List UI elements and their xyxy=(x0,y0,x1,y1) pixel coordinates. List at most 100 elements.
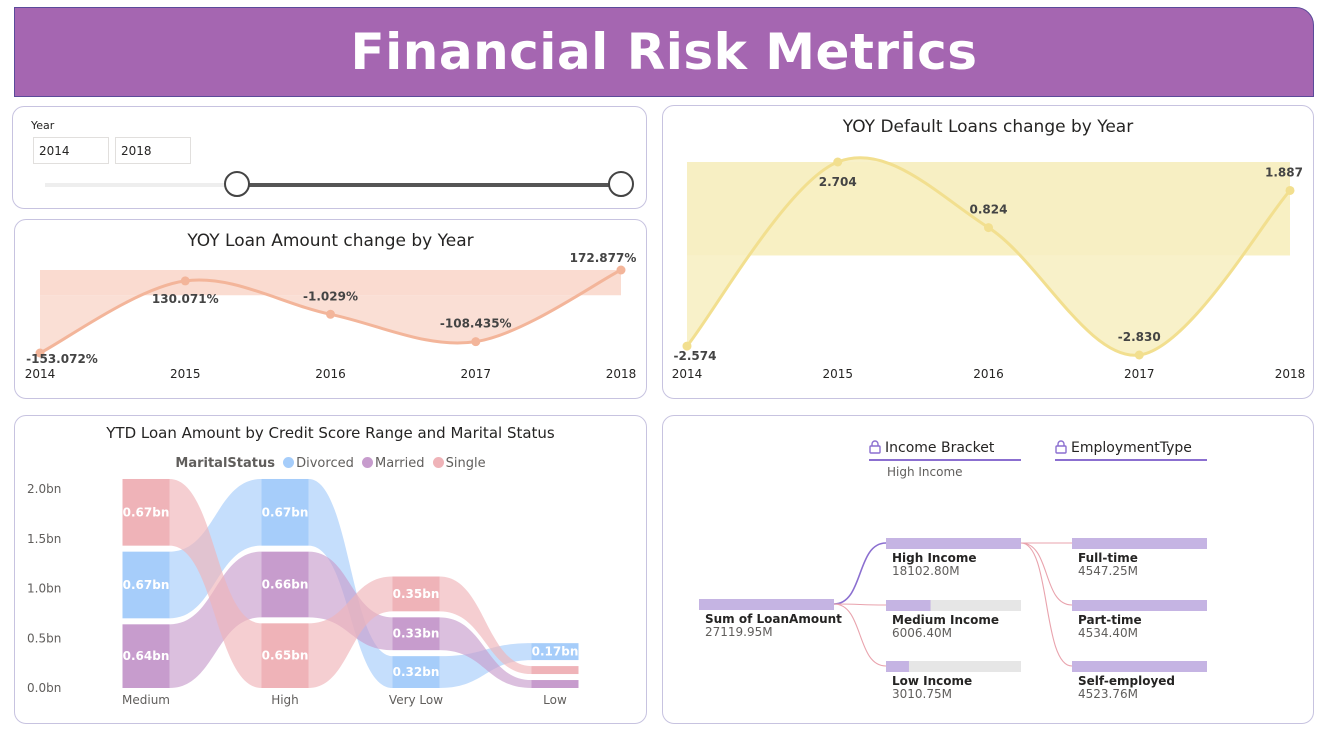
ribbon-bar[interactable] xyxy=(261,478,309,546)
ribbon-bar[interactable] xyxy=(122,624,170,688)
ribbon-data-label: 0.64bn xyxy=(123,649,170,663)
ribbon-data-label: 0.35bn xyxy=(393,587,440,601)
ribbon-chart-title: YTD Loan Amount by Credit Score Range an… xyxy=(106,424,555,442)
ribbon-data-label: 0.33bn xyxy=(393,627,440,641)
default-data-label: 1.887 xyxy=(1265,165,1303,179)
default-data-label: 2.704 xyxy=(819,175,857,189)
tree-income-node-bar[interactable] xyxy=(886,538,1021,549)
default-chart-title: YOY Default Loans change by Year xyxy=(842,117,1134,137)
default-data-label: 0.824 xyxy=(970,203,1008,217)
tree-link xyxy=(1020,542,1073,667)
ribbon-bar[interactable] xyxy=(392,656,440,688)
legend-single[interactable]: Single xyxy=(445,456,486,471)
loan-point[interactable] xyxy=(326,309,335,319)
loan-amount-chart-card: YOY Loan Amount change by Year -153.072%… xyxy=(14,219,647,399)
decomposition-tree-card: Income Bracket High Income EmploymentTyp… xyxy=(662,415,1314,724)
ribbon-data-label: 0.66bn xyxy=(262,577,309,591)
tree-link xyxy=(1020,542,1073,606)
loan-x-tick: 2018 xyxy=(606,367,637,381)
loan-data-label: 172.877% xyxy=(570,251,637,265)
ribbon-bar[interactable] xyxy=(531,643,579,661)
default-area xyxy=(687,157,1290,356)
ribbon-legend: MaritalStatus Divorced Married Single xyxy=(15,456,646,471)
loan-point[interactable] xyxy=(180,276,190,286)
default-point[interactable] xyxy=(833,157,843,167)
tree-link xyxy=(833,603,887,667)
page-title: Financial Risk Metrics xyxy=(350,23,978,81)
loan-chart-title: YOY Loan Amount change by Year xyxy=(187,231,474,251)
income-bracket-header[interactable]: Income Bracket xyxy=(869,440,1021,461)
ribbon-data-label: 0.17bn xyxy=(532,645,579,659)
ribbon-x-tick: Low xyxy=(543,693,567,707)
legend-title: MaritalStatus xyxy=(175,456,275,471)
tree-employment-node-value: 4547.25M xyxy=(1078,564,1138,578)
ribbon-bar[interactable] xyxy=(392,576,440,612)
tree-income-node-label: Medium Income xyxy=(892,613,999,627)
tree-employment-node-label: Part-time xyxy=(1078,613,1142,627)
default-x-tick: 2017 xyxy=(1124,367,1155,381)
tree-employment-node-bar[interactable] xyxy=(1072,600,1207,611)
tree-income-node-value: 3010.75M xyxy=(892,687,952,701)
tree-income-node-bar[interactable] xyxy=(886,600,931,611)
tree-root-bar[interactable] xyxy=(699,599,834,610)
slider-end-handle[interactable] xyxy=(608,171,634,197)
ribbon-bar[interactable] xyxy=(531,666,579,675)
tree-income-node-label: High Income xyxy=(892,551,976,565)
income-bracket-label: Income Bracket xyxy=(885,440,995,456)
start-year-input[interactable]: 2014 xyxy=(33,137,109,164)
ribbon-band xyxy=(169,478,262,619)
tree-employment-node-bar[interactable] xyxy=(1072,538,1207,549)
default-point[interactable] xyxy=(984,223,993,233)
default-x-tick: 2018 xyxy=(1275,367,1306,381)
tree-employment-node-bar[interactable] xyxy=(1072,661,1207,672)
tree-income-node-track xyxy=(886,600,1021,611)
legend-married[interactable]: Married xyxy=(374,456,425,471)
default-data-label: -2.830 xyxy=(1118,330,1161,344)
slider-track[interactable] xyxy=(45,183,621,187)
slicer-label: Year xyxy=(31,119,55,132)
ribbon-y-tick: 0.5bn xyxy=(27,631,61,645)
tree-link xyxy=(833,542,887,605)
slider-range-fill xyxy=(237,183,621,187)
tree-employment-node-value: 4534.40M xyxy=(1078,626,1138,640)
default-point[interactable] xyxy=(1134,350,1144,360)
ribbon-band xyxy=(308,576,393,688)
legend-divorced-marker xyxy=(283,457,295,468)
default-loans-chart: -2.574 2014 2.704 2015 0.824 2016 -2.830 2017 1.… xyxy=(672,156,1306,381)
slider-start-handle[interactable] xyxy=(224,171,250,197)
ribbon-bar[interactable] xyxy=(261,623,309,688)
default-point[interactable] xyxy=(1285,185,1295,195)
ribbon-bar[interactable] xyxy=(122,551,170,619)
legend-divorced[interactable]: Divorced xyxy=(296,456,354,471)
year-slicer: Year 2014 2018 xyxy=(12,106,647,209)
ribbon-x-tick: Very Low xyxy=(389,693,443,707)
tree-income-node-track xyxy=(886,661,1021,672)
legend-single-marker xyxy=(432,457,444,468)
ribbon-band xyxy=(169,551,262,688)
employment-type-header[interactable]: EmploymentType xyxy=(1055,440,1207,461)
ribbon-bar[interactable] xyxy=(531,680,579,688)
tree-employment-node-label: Full-time xyxy=(1078,551,1138,565)
loan-x-tick: 2015 xyxy=(170,367,201,381)
tree-income-node-label: Low Income xyxy=(892,674,972,688)
ribbon-band xyxy=(169,478,262,688)
tree-income-node-bar[interactable] xyxy=(886,661,909,672)
loan-point[interactable] xyxy=(616,265,626,275)
tree-income-node-value: 18102.80M xyxy=(892,564,960,578)
ribbon-y-tick: 1.5bn xyxy=(27,532,61,546)
employment-type-label: EmploymentType xyxy=(1071,440,1192,456)
ribbon-data-label: 0.67bn xyxy=(262,505,309,519)
loan-point[interactable] xyxy=(35,348,45,358)
loan-amount-chart: -153.072%2014 130.071% 2015 -1.029% 2016 -108… xyxy=(25,251,637,381)
ribbon-bar[interactable] xyxy=(392,617,440,651)
ribbon-bar[interactable] xyxy=(122,478,170,546)
end-year-input[interactable]: 2018 xyxy=(115,137,191,164)
loan-x-tick: 2016 xyxy=(315,367,346,381)
loan-data-label: 130.071% xyxy=(152,292,219,306)
loan-point[interactable] xyxy=(471,337,481,347)
ribbon-bar[interactable] xyxy=(261,551,309,618)
tree-income-node-value: 6006.40M xyxy=(892,626,952,640)
ribbon-y-tick: 0.0bn xyxy=(27,681,61,695)
default-point[interactable] xyxy=(682,341,692,351)
ribbon-chart: 2.0bn 1.5bn 1.0bn 0.5bn 0.0bn 0.67bn 0.64bn 0.6… xyxy=(27,478,579,707)
